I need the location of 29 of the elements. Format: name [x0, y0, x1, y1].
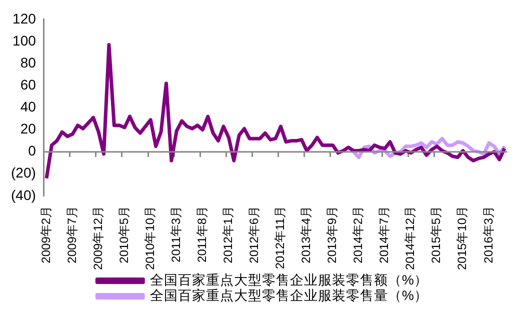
x-tick-label: 2009年12月 — [90, 206, 105, 270]
x-tick-label: 2012年6月 — [247, 206, 262, 264]
y-tick-label: 40 — [20, 98, 36, 115]
legend-label: 全国百家重点大型零售企业服装零售额（%） — [150, 272, 428, 288]
x-tick-label: 2013年9月 — [325, 206, 340, 264]
x-tick-label: 2010年10月 — [142, 206, 157, 270]
x-tick-label: 2009年2月 — [38, 206, 53, 264]
x-tick-label: 2014年12月 — [403, 206, 418, 270]
y-tick-label: (20) — [10, 164, 36, 181]
x-tick-label: 2015年10月 — [455, 206, 470, 270]
x-tick-label: 2011年8月 — [194, 206, 209, 262]
y-tick-label: 60 — [20, 76, 36, 92]
x-tick-label: 2015年5月 — [429, 206, 444, 264]
y-tick-label: 80 — [20, 54, 36, 70]
y-tick-label: 100 — [12, 32, 36, 48]
y-tick-label: 0 — [28, 142, 36, 159]
x-tick-label: 2012年1月 — [221, 206, 235, 264]
x-tick-label: 2012年11月 — [273, 206, 288, 270]
x-tick-label: 2011年3月 — [168, 206, 183, 262]
x-tick-label: 2014年2月 — [351, 206, 366, 264]
y-tick-label: 120 — [12, 10, 36, 26]
x-tick-label: 2010年5月 — [116, 206, 131, 264]
y-tick-label: (40) — [10, 186, 36, 203]
x-tick-label: 2013年4月 — [299, 206, 314, 264]
x-tick-label: 2016年3月 — [481, 206, 496, 264]
legend-label: 全国百家重点大型零售企业服装零售量（%） — [150, 288, 428, 303]
y-tick-label: 20 — [20, 120, 36, 137]
x-tick-label: 2009年7月 — [64, 206, 79, 264]
x-tick-label: 2014年7月 — [377, 206, 392, 264]
